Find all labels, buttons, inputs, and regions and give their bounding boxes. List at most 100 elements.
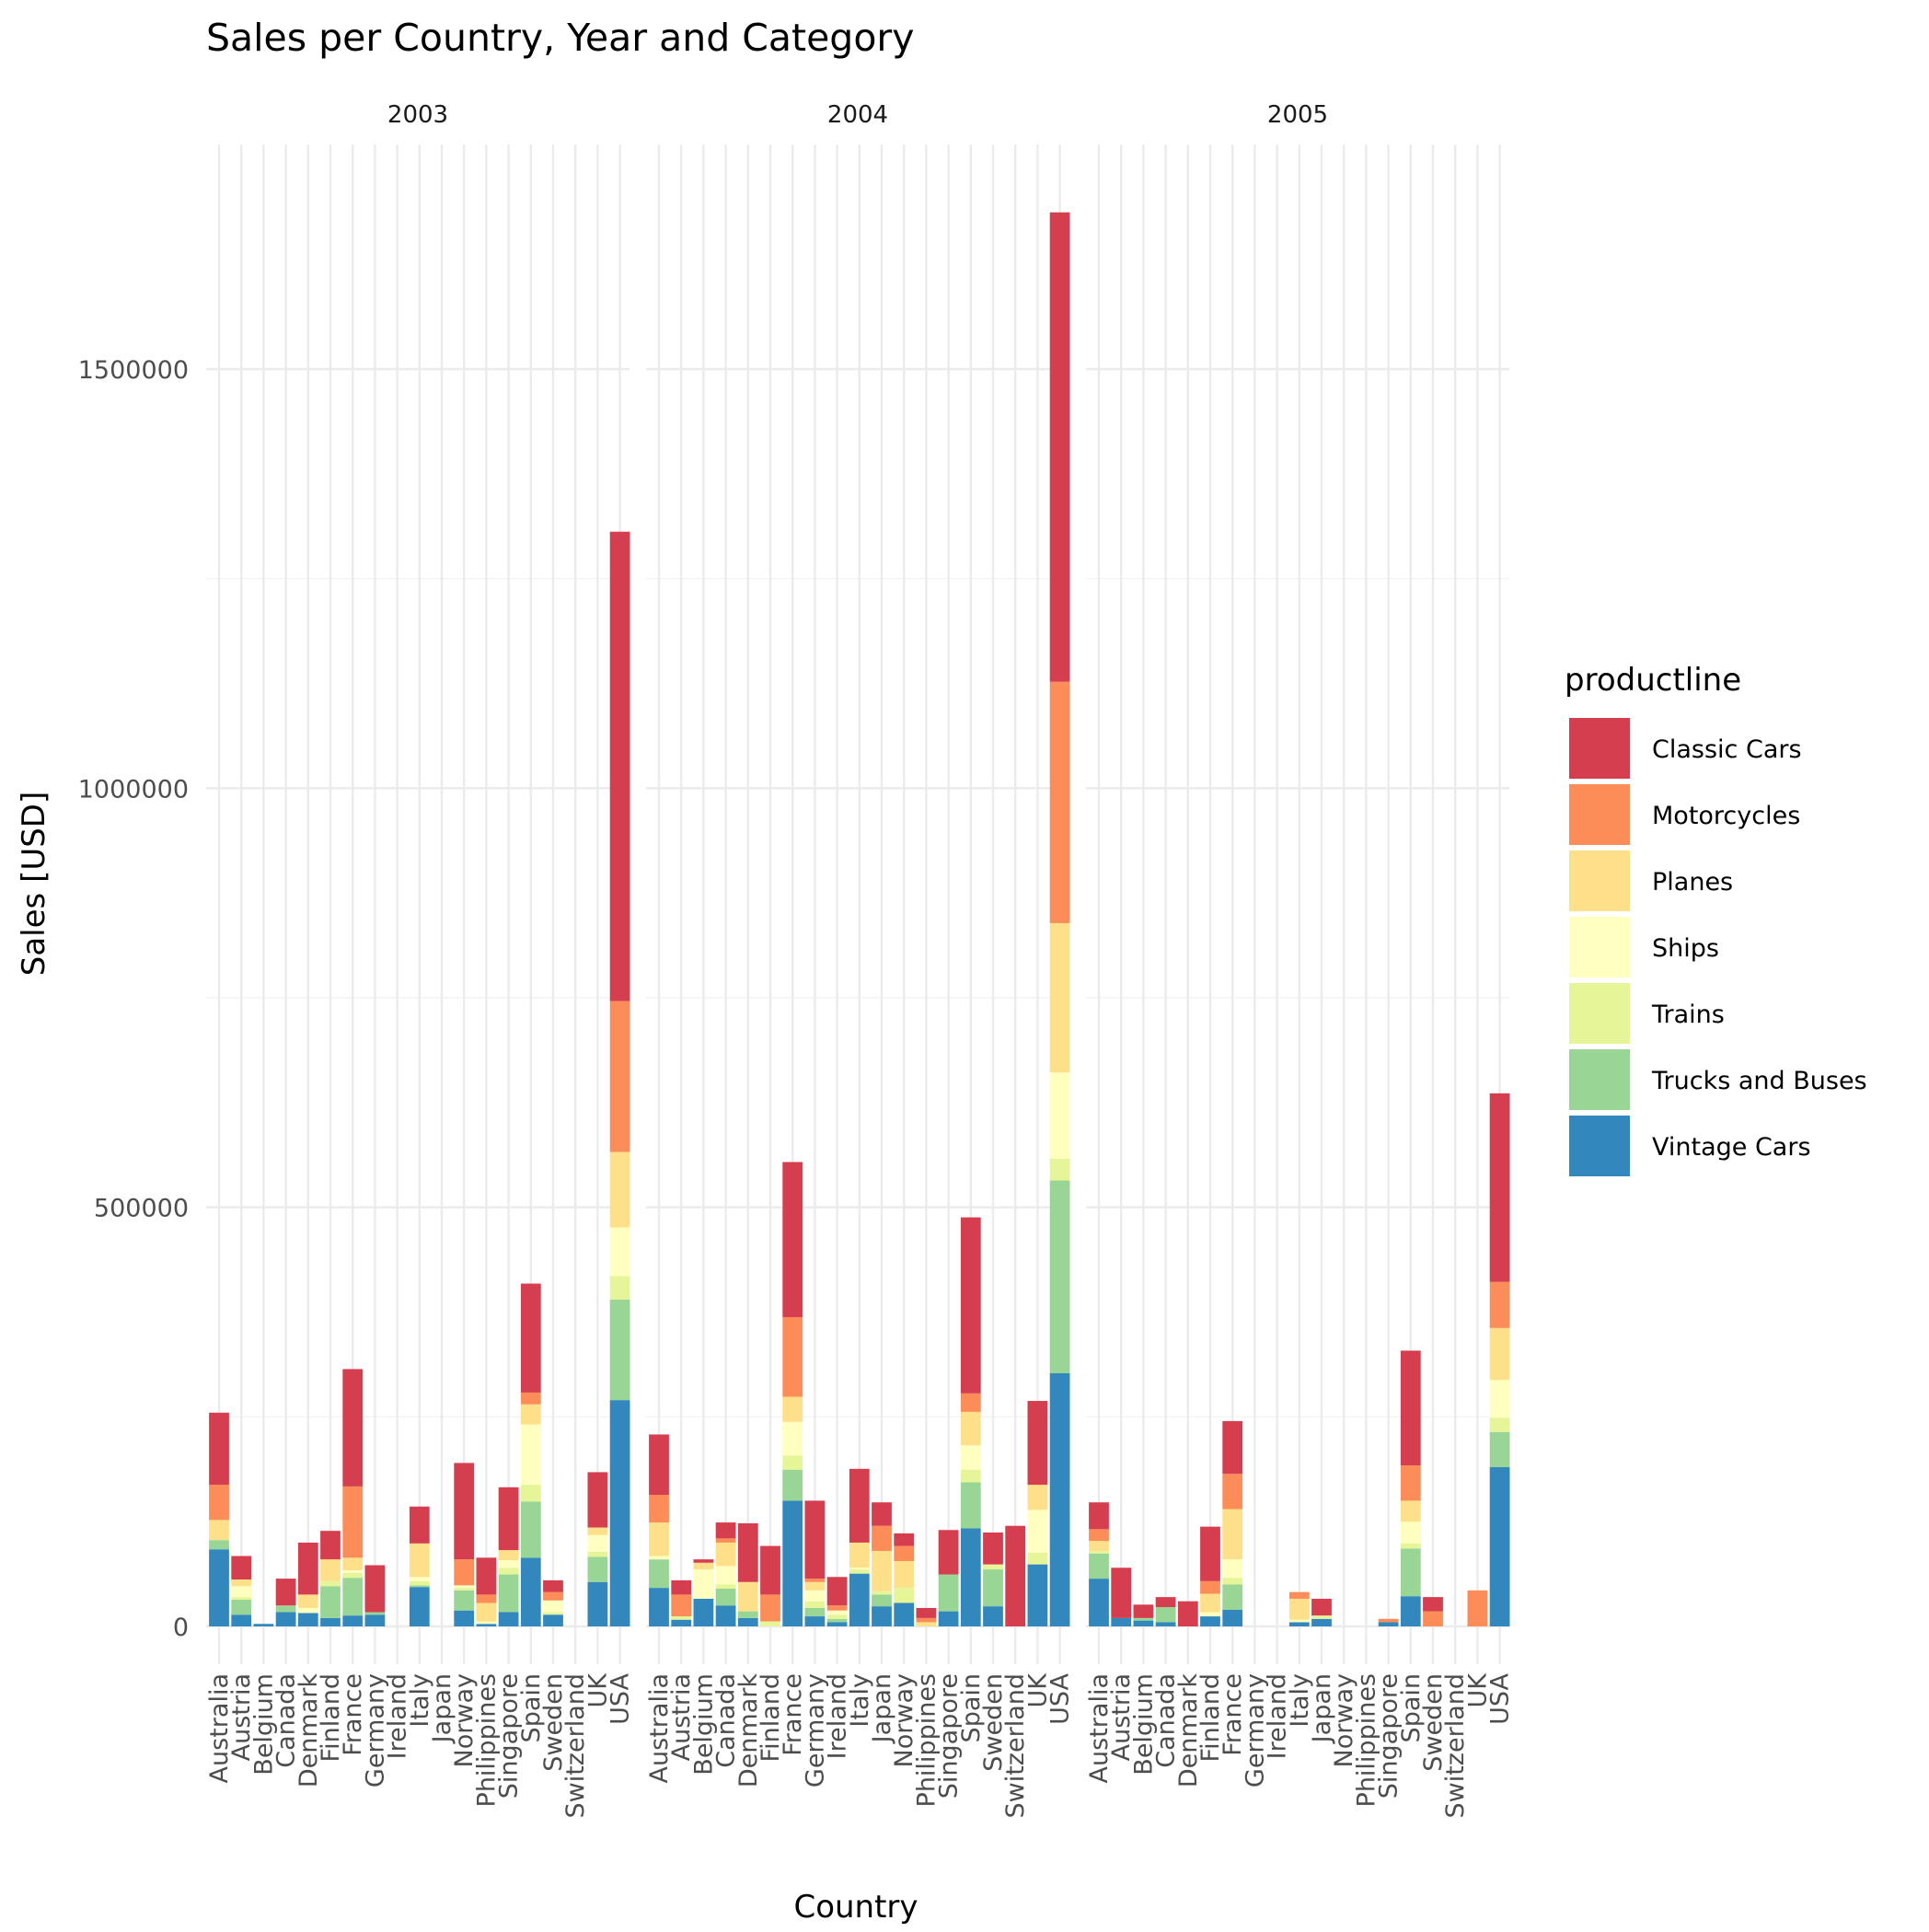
bar-2004-denmark-trucks-and-buses (737, 1611, 758, 1618)
bar-2003-denmark-classic-cars (297, 1542, 318, 1595)
bar-2003-denmark-vintage-cars (297, 1613, 318, 1626)
bar-2005-belgium-vintage-cars (1133, 1620, 1154, 1626)
y-tick-labels: 0 500000 1000000 1500000 (78, 356, 189, 1642)
bar-2003-singapore-ships (498, 1560, 519, 1568)
bar-2003-france-planes (342, 1557, 364, 1570)
bar-2005-canada-vintage-cars (1155, 1622, 1176, 1626)
bar-2004-spain-motorcycles (960, 1393, 981, 1412)
bar-2005-sweden-motorcycles (1423, 1611, 1443, 1626)
bar-2004-japan-trains (872, 1591, 892, 1595)
bar-2003-singapore-vintage-cars (498, 1612, 519, 1626)
bar-2005-usa-vintage-cars (1489, 1466, 1510, 1626)
bar-2003-austria-trains (231, 1597, 252, 1600)
bar-2003-sweden-trains (543, 1612, 563, 1615)
x-tick-label: Singapore (935, 1673, 964, 1799)
bar-2003-france-trains (342, 1572, 364, 1579)
x-tick-label: USA (1486, 1672, 1515, 1724)
bar-2005-japan-vintage-cars (1311, 1618, 1332, 1626)
x-tick-label: Ireland (1264, 1673, 1292, 1759)
legend-swatch (1569, 983, 1630, 1044)
bar-2004-france-planes (782, 1396, 803, 1422)
bar-2004-usa-ships (1049, 1072, 1070, 1159)
bar-2003-norway-trains (454, 1588, 475, 1591)
legend-title: productline (1565, 662, 1741, 699)
bar-2005-austria-classic-cars (1111, 1568, 1132, 1618)
bar-2005-belgium-classic-cars (1133, 1604, 1154, 1618)
bar-2005-italy-ships (1288, 1619, 1310, 1623)
bar-2005-denmark-classic-cars (1177, 1601, 1198, 1626)
x-tick-label: Australia (645, 1673, 674, 1783)
bar-2005-australia-trains (1089, 1551, 1109, 1554)
bar-2003-germany-trucks-and-buses (364, 1612, 386, 1615)
x-tick-label: Denmark (734, 1673, 763, 1787)
bar-2005-usa-trucks-and-buses (1489, 1431, 1510, 1467)
bar-2004-germany-trucks-and-buses (804, 1607, 826, 1617)
bar-2004-sweden-vintage-cars (983, 1606, 1003, 1626)
x-tick-label: Spain (1397, 1673, 1426, 1742)
x-tick-label: Spain (517, 1673, 546, 1742)
y-tick-label: 1000000 (78, 775, 189, 804)
bar-2004-canada-classic-cars (715, 1522, 736, 1539)
bar-2004-usa-trains (1049, 1158, 1070, 1181)
x-tick-label: Denmark (1174, 1673, 1203, 1787)
bar-2005-spain-planes (1400, 1500, 1421, 1522)
bar-2004-germany-motorcycles (804, 1579, 826, 1582)
bar-2004-denmark-planes (737, 1581, 758, 1612)
bar-2004-germany-ships (804, 1590, 826, 1602)
legend-label: Trains (1651, 1001, 1725, 1029)
bar-2004-australia-planes (649, 1522, 669, 1556)
bar-2004-usa-vintage-cars (1049, 1372, 1070, 1626)
bar-2004-ireland-classic-cars (826, 1577, 848, 1606)
bar-2004-italy-classic-cars (849, 1468, 870, 1543)
x-tick-label: Switzerland (1441, 1673, 1470, 1819)
legend-label: Ships (1652, 934, 1719, 963)
bar-2004-sweden-trucks-and-buses (983, 1569, 1003, 1607)
bar-2003-denmark-ships (297, 1607, 318, 1614)
bar-2004-canada-ships (715, 1566, 736, 1585)
bar-2005-spain-ships (1400, 1521, 1421, 1544)
bar-2004-belgium-classic-cars (693, 1559, 714, 1563)
legend-label: Vintage Cars (1652, 1133, 1811, 1162)
bar-2004-spain-classic-cars (960, 1217, 981, 1394)
x-tick-label: Norway (890, 1673, 918, 1767)
bar-2003-canada-classic-cars (275, 1579, 296, 1606)
bar-2003-finland-planes (320, 1559, 341, 1581)
bar-2004-canada-vintage-cars (715, 1605, 736, 1626)
bar-2005-italy-planes (1288, 1598, 1310, 1620)
bar-2004-austria-classic-cars (671, 1579, 692, 1595)
bar-2004-canada-planes (715, 1542, 736, 1567)
legend-item-vintage-cars: Vintage Cars (1569, 1116, 1811, 1176)
bar-2003-france-vintage-cars (342, 1615, 364, 1626)
bar-2005-spain-classic-cars (1400, 1350, 1421, 1466)
x-tick-label: Austria (1107, 1673, 1136, 1761)
bar-2003-norway-classic-cars (454, 1463, 475, 1560)
bar-2005-uk-motorcycles (1467, 1590, 1488, 1626)
gridlines (646, 145, 1069, 1664)
x-tick-label: Japan (1308, 1673, 1336, 1744)
x-tick-label: Switzerland (561, 1673, 590, 1819)
bar-2003-france-ships (342, 1569, 364, 1573)
bar-2004-singapore-vintage-cars (938, 1611, 959, 1626)
bar-2005-canada-classic-cars (1155, 1597, 1176, 1608)
bar-2003-philippines-planes (476, 1602, 497, 1622)
bar-2003-australia-vintage-cars (209, 1549, 229, 1626)
bar-2004-germany-trains (804, 1601, 826, 1608)
bar-2004-japan-planes (872, 1551, 892, 1591)
legend-label: Trucks and Buses (1651, 1067, 1867, 1095)
bar-2003-usa-trucks-and-buses (609, 1299, 630, 1401)
x-tick-label: Sweden (1419, 1673, 1448, 1772)
x-tick-label: Ireland (384, 1673, 412, 1759)
bar-2004-finland-trains (760, 1621, 780, 1626)
bars (209, 531, 630, 1626)
bar-2003-austria-ships (231, 1586, 252, 1598)
legend: productline Classic Cars Motorcycles Plane… (1565, 662, 1867, 1176)
bar-2003-finland-vintage-cars (320, 1617, 341, 1626)
facet-panel-2004: 2004 AustraliaAustriaBelgiumCanadaDenmark… (645, 101, 1075, 1819)
x-tick-label: France (339, 1673, 367, 1756)
x-tick-labels: AustraliaAustriaBelgiumCanadaDenmarkFinl… (645, 1672, 1075, 1819)
y-tick-label: 500000 (94, 1195, 189, 1223)
bar-2004-switzerland-classic-cars (1005, 1525, 1026, 1626)
bar-2005-japan-trains (1311, 1615, 1332, 1619)
x-tick-label: France (779, 1673, 807, 1756)
